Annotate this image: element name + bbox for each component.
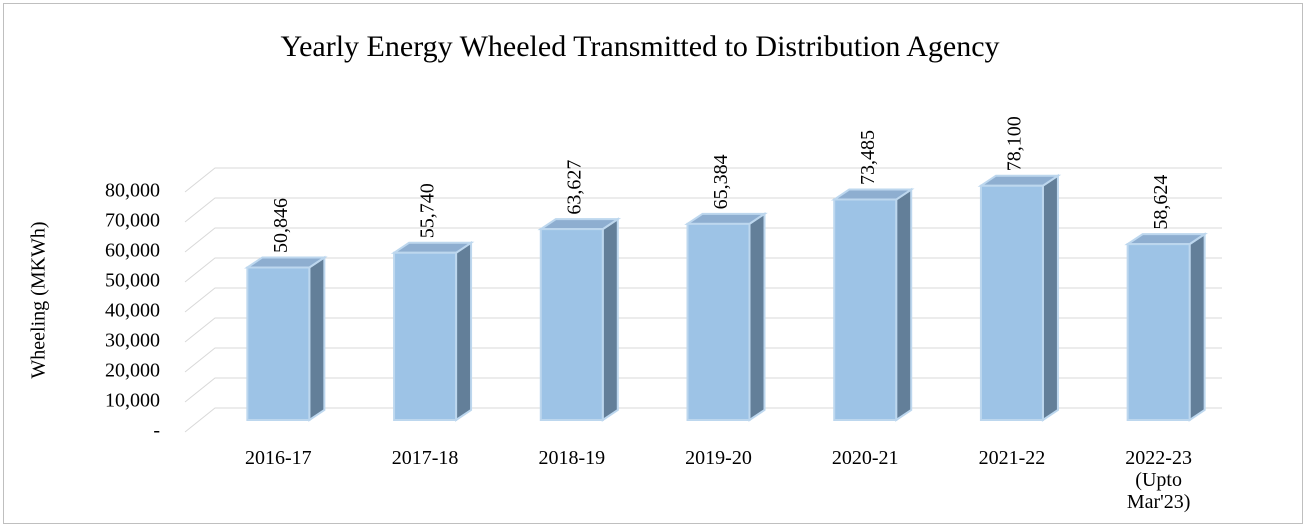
bar-front [539,228,604,421]
y-tick-label: 50,000 [105,270,160,292]
bar [684,211,768,422]
y-tick-label: 10,000 [105,390,160,412]
bar-side [455,240,473,422]
y-axis-label: Wheeling (MKWh) [28,221,50,378]
x-tick-label: 2021-22 [978,447,1046,469]
value-label: 55,740 [417,183,439,238]
bar-front [393,251,458,421]
x-tick-label: 2020-21 [831,447,899,469]
x-tick-label: 2016-17 [245,447,312,469]
bar [1124,232,1208,422]
bar-top [684,212,768,225]
value-label: 73,485 [857,130,879,185]
y-tick-label: 40,000 [105,300,160,322]
bar-side [748,211,766,422]
bar-top [537,218,622,231]
bar-side [308,255,326,422]
bar [537,217,622,422]
bar-front [246,266,311,421]
x-tick-label: 2017-18 [391,447,459,469]
bar-side [895,187,913,422]
bar-front [1126,243,1191,421]
chart-title: Yearly Energy Wheeled Transmitted to Dis… [280,30,1000,63]
grid-line [184,167,1222,193]
y-tick-label: 70,000 [105,210,160,232]
bar-side [601,217,619,422]
x-tick-label: 2022-23 (Upto Mar'23) [1125,447,1192,513]
bar-front [686,222,751,421]
bar-front [979,184,1044,421]
chart-border [3,3,1303,524]
value-label: 78,100 [1004,116,1026,171]
bar-top [1124,233,1208,246]
bar-top [244,256,328,269]
bar [244,255,328,422]
bar-top [830,188,915,201]
y-tick-label: - [153,420,160,442]
bar-top [390,241,475,254]
y-tick-label: 80,000 [105,180,160,202]
x-tick-label: 2018-19 [538,447,606,469]
value-label: 63,627 [563,160,585,215]
bar-front [833,198,898,421]
bar-side [1041,173,1059,422]
x-tick-label: 2019-20 [685,447,752,469]
bar [390,240,475,422]
bar [830,187,915,422]
value-label: 50,846 [270,198,292,253]
y-tick-label: 60,000 [105,240,160,262]
bar-top [977,174,1062,187]
bar [977,173,1062,422]
value-label: 58,624 [1150,175,1172,230]
y-tick-label: 30,000 [105,330,160,352]
y-tick-label: 20,000 [105,360,160,382]
bar-side [1188,232,1206,422]
value-label: 65,384 [710,154,732,209]
